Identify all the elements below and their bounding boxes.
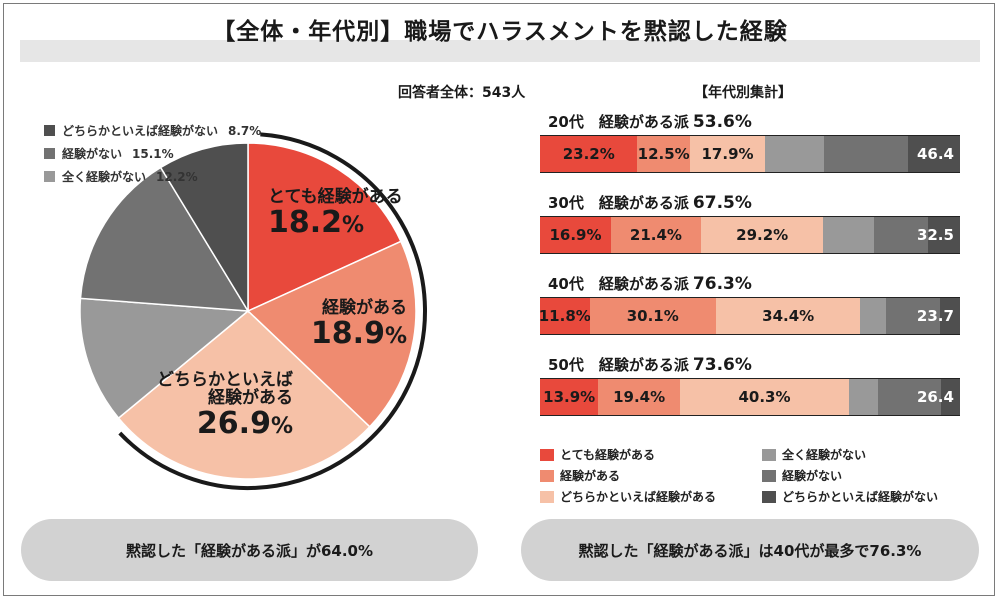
seg-somewhat: 29.2% [700, 217, 824, 253]
no-experience-total-label: 32.5 [916, 226, 954, 244]
chart-title: 【全体・年代別】職場でハラスメントを黙認した経験 [212, 19, 788, 45]
legend-pct: 12.2% [156, 170, 198, 184]
segment-value-label: 21.4% [629, 226, 682, 244]
slice-value: 18.9% [310, 315, 407, 351]
slice-name: 経験がある [208, 387, 293, 408]
seg-somewhat: 34.4% [715, 298, 861, 334]
seg-none [873, 217, 929, 253]
legend-swatch [762, 449, 776, 461]
slice-label-somewhat: どちらかといえば 経験がある 26.9% [133, 370, 293, 441]
legend-swatch [762, 470, 776, 482]
segment-value-label: 19.4% [613, 388, 666, 406]
slice-name: とても経験がある [268, 187, 403, 207]
legend-swatch [762, 491, 776, 503]
slice-value: 18.2% [268, 204, 365, 240]
legend-label: 全く経験がない [62, 170, 147, 184]
slice-somewhat [117, 309, 371, 480]
segment-value-label: 11.8% [540, 307, 591, 325]
slice-value: 26.9% [196, 405, 293, 441]
age-aggregation-label: 【年代別集計】 [694, 85, 792, 101]
pie-legend-none: 経験がない 15.1% [44, 145, 174, 162]
bar-legend-very: とても経験がある [540, 446, 655, 463]
segment-value-label: 12.5% [637, 145, 690, 163]
seg-somewhat-none: 26.4 [917, 379, 960, 415]
stacked-bar: 13.9% 19.4% 40.3% 26.4 [540, 378, 960, 416]
no-experience-total-label: 23.7 [916, 307, 954, 325]
segment-value-label: 16.9% [549, 226, 602, 244]
segment-value-label: 30.1% [626, 307, 679, 325]
stacked-bar: 11.8% 30.1% 34.4% 23.7 [540, 297, 960, 335]
legend-swatch [540, 449, 554, 461]
bar-legend-somewhat: どちらかといえば経験がある [540, 488, 716, 505]
bar-heading: 40代 経験がある派 76.3% [548, 274, 752, 294]
legend-pct: 8.7% [228, 124, 262, 138]
seg-none-at-all [765, 136, 824, 172]
slice-name: どちらかといえば [157, 370, 293, 390]
seg-somewhat-none: 23.7 [917, 298, 960, 334]
bar-legend-none-at-all: 全く経験がない [762, 446, 866, 463]
seg-somewhat: 17.9% [689, 136, 766, 172]
legend-label: 経験がない [62, 147, 123, 161]
bar-heading: 50代 経験がある派 73.6% [548, 355, 752, 375]
seg-very: 13.9% [540, 379, 599, 415]
legend-swatch [44, 125, 55, 136]
bar-legend-none: 経験がない [762, 467, 842, 484]
seg-very: 11.8% [540, 298, 591, 334]
seg-very: 16.9% [540, 217, 611, 253]
summary-pill-left: 黙認した「経験がある派」が64.0% [21, 519, 478, 581]
seg-experienced: 19.4% [598, 379, 680, 415]
slice-very [247, 142, 402, 313]
slice-label-very: とても経験がある 18.2% [268, 187, 403, 240]
seg-none-at-all [823, 217, 874, 253]
no-experience-total-label: 46.4 [916, 145, 954, 163]
highlight-arc [118, 132, 427, 490]
title-band [20, 40, 980, 62]
pie-legend-somewhat-none: どちらかといえば経験がない 8.7% [44, 122, 261, 139]
seg-somewhat-none: 46.4 [907, 136, 960, 172]
seg-none-at-all [849, 379, 879, 415]
slice-name: 経験がある [322, 298, 407, 318]
stacked-bar: 23.2% 12.5% 17.9% 46.4 [540, 135, 960, 173]
seg-somewhat: 40.3% [679, 379, 850, 415]
pie-legend-none-at-all: 全く経験がない 12.2% [44, 168, 198, 185]
seg-experienced: 30.1% [589, 298, 716, 334]
segment-value-label: 17.9% [701, 145, 754, 163]
segment-value-label: 13.9% [543, 388, 596, 406]
seg-experienced: 21.4% [610, 217, 701, 253]
slice-experienced [246, 240, 417, 428]
slice-label-experienced: 経験がある 18.9% [305, 298, 407, 351]
seg-none [878, 379, 942, 415]
segment-value-label: 29.2% [736, 226, 789, 244]
no-experience-total-label: 26.4 [916, 388, 954, 406]
seg-none [823, 136, 908, 172]
seg-experienced: 12.5% [637, 136, 690, 172]
slice-none-at-all [79, 297, 250, 420]
stacked-bar: 16.9% 21.4% 29.2% 32.5 [540, 216, 960, 254]
seg-very: 23.2% [540, 136, 638, 172]
segment-value-label: 34.4% [762, 307, 815, 325]
seg-somewhat-none: 32.5 [917, 217, 960, 253]
respondent-count: 回答者全体：543人 [398, 85, 526, 101]
segment-value-label: 23.2% [562, 145, 615, 163]
bar-legend-somewhat-none: どちらかといえば経験がない [762, 488, 938, 505]
seg-none [885, 298, 941, 334]
legend-pct: 15.1% [132, 147, 174, 161]
bar-legend-experienced: 経験がある [540, 467, 620, 484]
segment-value-label: 40.3% [738, 388, 791, 406]
legend-swatch [44, 148, 55, 159]
slice-none [79, 166, 250, 312]
slice-somewhat-none [159, 142, 249, 314]
seg-none-at-all [860, 298, 886, 334]
bar-heading: 20代 経験がある派 53.6% [548, 112, 752, 132]
legend-swatch [540, 470, 554, 482]
legend-swatch [44, 171, 55, 182]
summary-pill-right: 黙認した「経験がある派」は40代が最多で76.3% [521, 519, 979, 581]
bar-heading: 30代 経験がある派 67.5% [548, 193, 752, 213]
legend-swatch [540, 491, 554, 503]
legend-label: どちらかといえば経験がない [62, 124, 219, 138]
